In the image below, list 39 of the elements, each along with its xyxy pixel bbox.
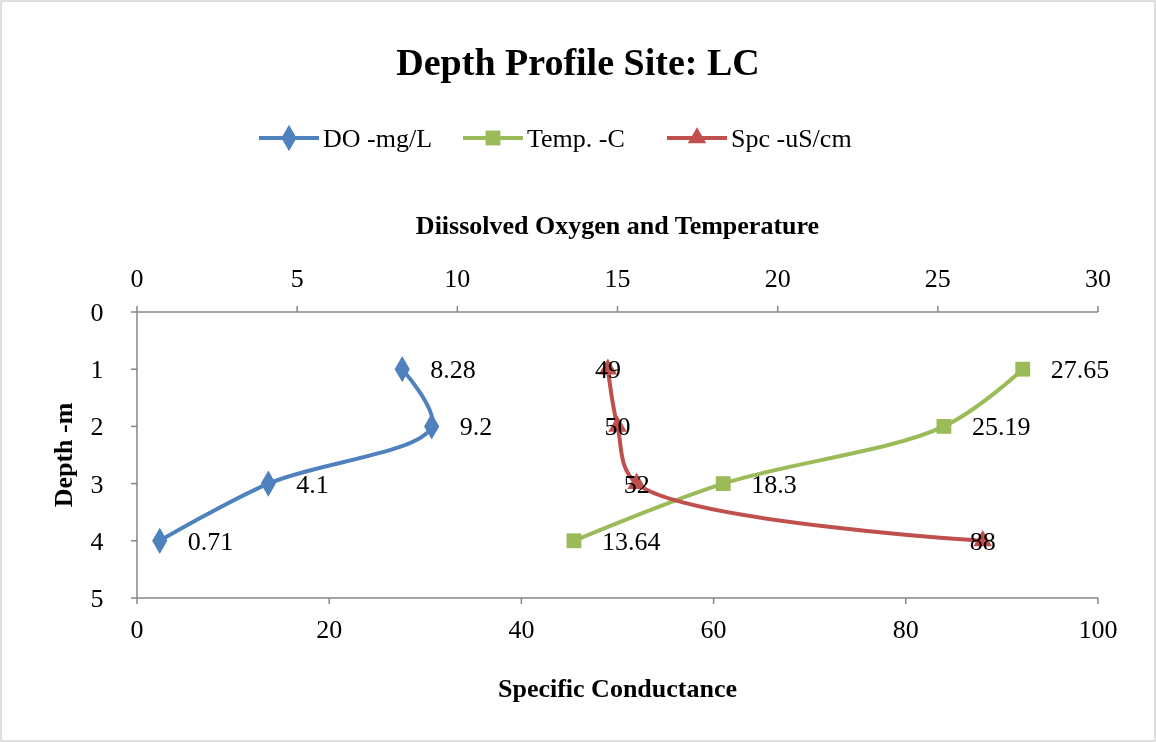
y-axis-title: Depth -m [49,402,78,508]
data-label: 52 [623,469,650,499]
point [566,533,582,549]
x2-tick-label: 0 [130,264,144,293]
x2-tick-label: 15 [604,264,631,293]
point [1015,361,1031,377]
y-tick-label: 5 [90,584,104,613]
legend-label: Spc -uS/cm [731,124,852,153]
x-tick-label: 100 [1078,615,1118,644]
x2-tick-label: 5 [290,264,304,293]
y-tick-label: 3 [90,469,104,499]
x-axis-title: Specific Conductance [497,674,738,703]
x2-tick-label: 25 [924,264,951,293]
data-label: 18.3 [751,469,797,499]
point [936,418,952,434]
x-tick-label: 60 [700,615,727,644]
chart-title: Depth Profile Site: LC [396,41,760,83]
y-tick-label: 0 [90,298,104,327]
data-label: 8.28 [430,355,476,385]
y-tick-label: 1 [90,355,104,385]
x-tick-label: 40 [508,615,535,644]
x-tick-label: 80 [892,615,919,644]
x2-tick-label: 30 [1085,264,1111,293]
x2-tick-label: 20 [764,264,791,293]
data-label: 13.64 [601,526,661,556]
point [715,476,731,492]
x2-axis-title: Diissolved Oxygen and Temperature [415,211,820,240]
x2-tick-label: 10 [444,264,471,293]
data-label: 25.19 [971,412,1031,442]
data-label: 0.71 [187,526,234,556]
y-tick-label: 4 [90,526,104,556]
data-label: 9.2 [459,412,493,442]
data-label: 4.1 [296,469,329,499]
y-tick-label: 2 [90,412,104,442]
legend-label: DO -mg/L [323,124,433,153]
data-label: 27.65 [1050,355,1110,385]
x-tick-label: 20 [316,615,343,644]
legend-label: Temp. -C [527,124,625,153]
x-tick-label: 0 [130,615,144,644]
